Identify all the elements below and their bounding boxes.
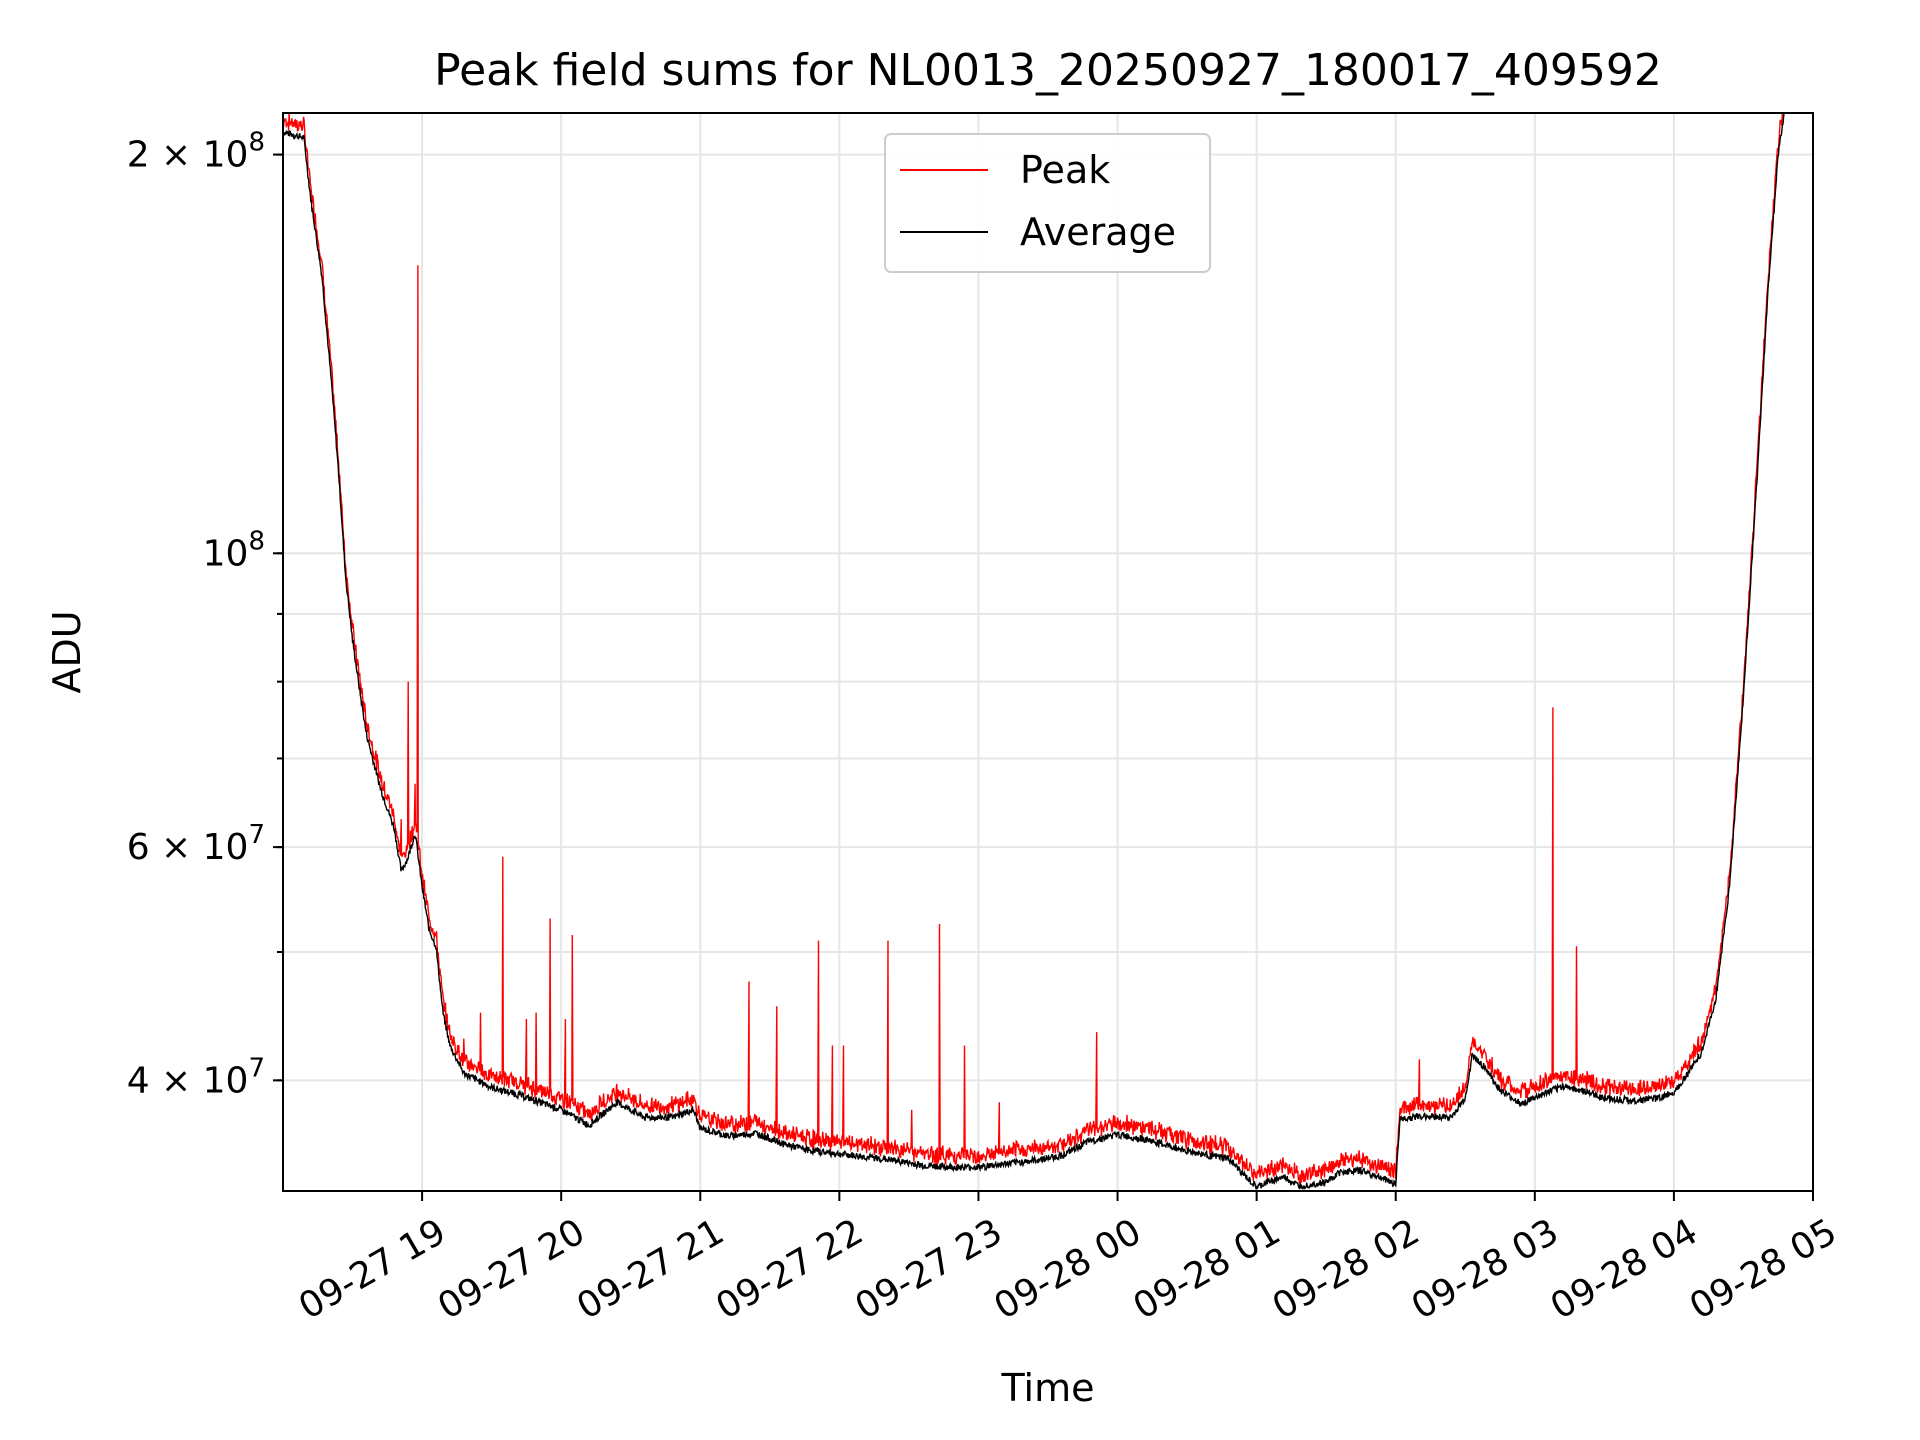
- y-axis-label: ADU: [45, 610, 89, 693]
- plot-frame: [282, 112, 1814, 1192]
- grid-layer: [283, 113, 1813, 1191]
- legend-peak-label: Peak: [1020, 148, 1110, 192]
- y-tick-label: 108: [203, 526, 265, 574]
- y-tick-label: 4 × 107: [127, 1053, 265, 1101]
- y-tick-label: 2 × 108: [127, 128, 265, 176]
- legend-average-label: Average: [1020, 210, 1176, 254]
- peak-series-line: [283, 113, 1785, 1184]
- chart-title: Peak field sums for NL0013_20250927_1800…: [434, 45, 1662, 96]
- x-axis-label: Time: [1001, 1366, 1095, 1410]
- y-tick-label: 6 × 107: [127, 820, 265, 868]
- average-series-line: [283, 113, 1785, 1190]
- legend-box: [884, 133, 1211, 273]
- series-layer: [283, 113, 1785, 1190]
- legend: Peak Average: [884, 133, 1211, 273]
